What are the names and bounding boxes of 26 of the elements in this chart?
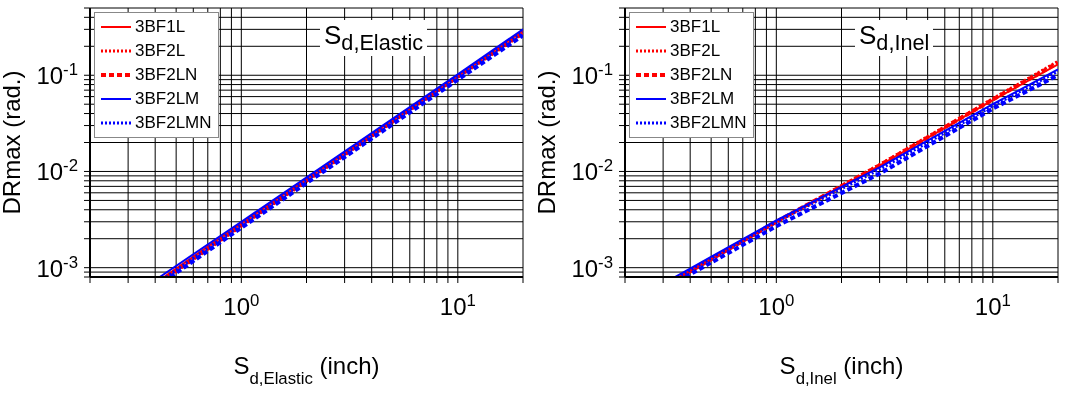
y-tick-label: 10$^{-1}$ (571, 59, 613, 90)
legend-label: 3BF2LM (670, 89, 735, 109)
x-tick-label: 10$^{0}$ (223, 290, 260, 320)
y-axis-title: DRmax (rad.) (533, 70, 560, 215)
x-axis-title: S$_{d,Inel}$ (inch) (779, 352, 904, 388)
x-tick-label: 10$^{1}$ (439, 290, 476, 320)
legend-label: 3BF1L (670, 17, 721, 37)
legend-label: 3BF2LN (670, 65, 733, 85)
y-tick-label: 10$^{-3}$ (36, 252, 78, 282)
y-tick-label: 10$^{-1}$ (36, 59, 78, 90)
x-tick-label: 10$^{1}$ (974, 290, 1011, 320)
annotation: S$_{d,Elastic}$ (320, 20, 428, 57)
legend-label: 3BF1L (135, 17, 186, 37)
legend-label: 3BF2L (135, 41, 186, 61)
legend-label: 3BF2L (670, 41, 721, 61)
y-tick-label: 10$^{-2}$ (571, 155, 613, 186)
legend-label: 3BF2LM (135, 89, 200, 109)
legend-label: 3BF2LMN (670, 113, 747, 133)
y-tick-label: 10$^{-2}$ (36, 155, 78, 186)
legend-label: 3BF2LN (135, 65, 198, 85)
x-axis-title: S$_{d,Elastic}$ (inch) (233, 352, 380, 388)
annotation: S$_{d,Inel}$ (855, 20, 934, 57)
legend-label: 3BF2LMN (135, 113, 212, 133)
y-axis-title: DRmax (rad.) (0, 70, 25, 215)
y-tick-label: 10$^{-3}$ (571, 252, 613, 282)
x-tick-label: 10$^{0}$ (758, 290, 795, 320)
